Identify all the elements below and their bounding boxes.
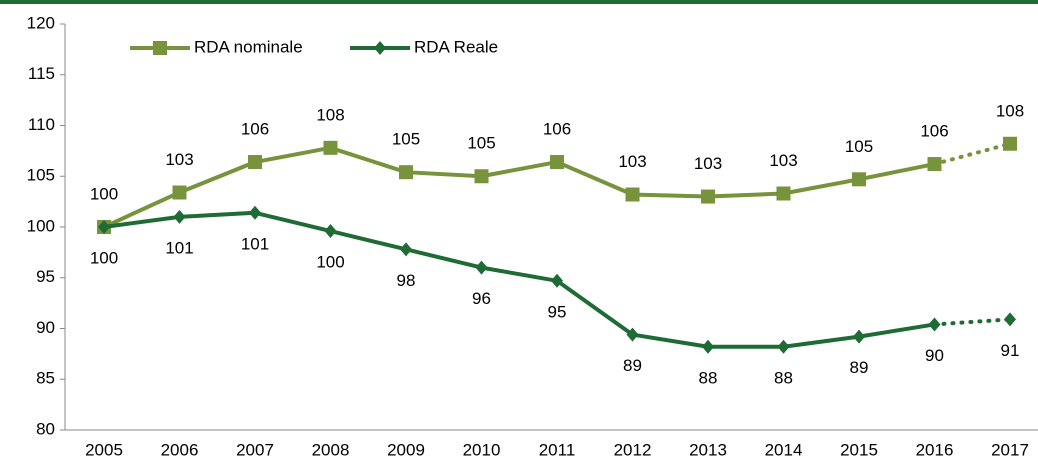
data-label: 106 [543, 120, 571, 139]
x-tick-label: 2017 [991, 440, 1029, 459]
point [1004, 312, 1016, 327]
point [777, 339, 790, 354]
point [474, 169, 489, 184]
point [625, 187, 640, 202]
point [702, 339, 714, 354]
data-label: 91 [1001, 341, 1020, 360]
point [626, 327, 639, 342]
point [324, 224, 337, 239]
point [551, 273, 563, 288]
legend-marker [374, 41, 386, 55]
point [400, 242, 412, 257]
data-label: 103 [694, 154, 722, 173]
x-tick-label: 2009 [387, 440, 425, 459]
x-tick-label: 2010 [463, 440, 501, 459]
data-label: 96 [472, 289, 491, 308]
point [928, 317, 941, 332]
x-tick-label: 2005 [85, 440, 123, 459]
x-tick-label: 2016 [916, 440, 954, 459]
x-tick-label: 2014 [765, 440, 803, 459]
point [248, 155, 262, 170]
y-tick-label: 95 [36, 267, 55, 286]
point [98, 220, 110, 234]
data-label: 98 [397, 271, 416, 290]
series-line [103, 210, 935, 349]
data-label: 88 [774, 368, 793, 387]
series-line-dotted [932, 317, 1012, 327]
data-label: 89 [850, 358, 869, 377]
x-tick-label: 2015 [840, 440, 878, 459]
point [173, 209, 186, 224]
x-tick-label: 2013 [689, 440, 727, 459]
data-label: 90 [925, 346, 944, 365]
data-label: 106 [241, 120, 269, 139]
point [550, 155, 564, 170]
data-label: 89 [623, 356, 642, 375]
x-tick-label: 2012 [614, 440, 652, 459]
y-tick-label: 90 [36, 318, 55, 337]
y-tick-label: 110 [28, 115, 55, 134]
legend-label: RDA Reale [414, 37, 498, 56]
data-label: 105 [845, 137, 873, 156]
data-label: 88 [699, 368, 718, 387]
data-label: 101 [165, 238, 193, 257]
data-label: 101 [241, 234, 269, 253]
data-label: 103 [769, 151, 797, 170]
point [323, 140, 338, 155]
data-label: 108 [316, 105, 344, 124]
point [399, 165, 413, 180]
point [927, 157, 942, 172]
point [1003, 136, 1017, 151]
y-tick-label: 85 [36, 369, 55, 388]
top-bar [0, 0, 1038, 4]
data-label: 103 [165, 150, 193, 169]
point [853, 329, 865, 344]
data-label: 105 [392, 130, 420, 149]
y-tick-label: 105 [27, 166, 55, 185]
legend-marker [153, 41, 167, 55]
series-line-dotted [932, 141, 1012, 167]
data-label: 108 [996, 101, 1024, 120]
data-label: 105 [467, 134, 495, 153]
data-label: 100 [90, 184, 118, 203]
point [172, 185, 187, 200]
data-label: 100 [90, 248, 118, 267]
y-tick-label: 115 [28, 64, 55, 83]
data-label: 103 [618, 152, 646, 171]
point [776, 186, 791, 201]
data-label: 95 [548, 302, 567, 321]
point [852, 172, 866, 187]
x-tick-label: 2007 [236, 440, 274, 459]
data-label: 100 [316, 253, 344, 272]
data-label: 106 [920, 122, 948, 141]
point [701, 189, 715, 204]
y-tick-label: 120 [27, 13, 55, 32]
legend-label: RDA nominale [194, 37, 303, 56]
x-tick-label: 2011 [539, 440, 576, 459]
y-tick-label: 100 [27, 216, 55, 235]
y-tick-label: 80 [36, 419, 55, 438]
x-tick-label: 2008 [312, 440, 350, 459]
x-tick-label: 2006 [161, 440, 199, 459]
point [249, 205, 261, 220]
point [475, 260, 488, 275]
series-line [103, 145, 935, 229]
